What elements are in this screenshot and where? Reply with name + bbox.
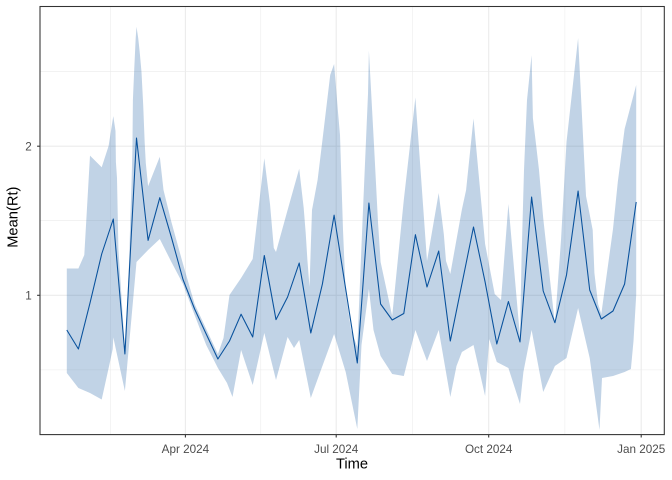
svg-text:1: 1	[25, 290, 32, 303]
svg-text:Time: Time	[336, 457, 368, 473]
svg-text:2: 2	[25, 140, 32, 153]
svg-text:Jan 2025: Jan 2025	[617, 443, 666, 456]
svg-text:Apr 2024: Apr 2024	[162, 443, 210, 456]
svg-text:Oct 2024: Oct 2024	[465, 443, 513, 456]
svg-text:Jul 2024: Jul 2024	[314, 443, 359, 456]
svg-text:Mean(Rt): Mean(Rt)	[6, 187, 22, 248]
